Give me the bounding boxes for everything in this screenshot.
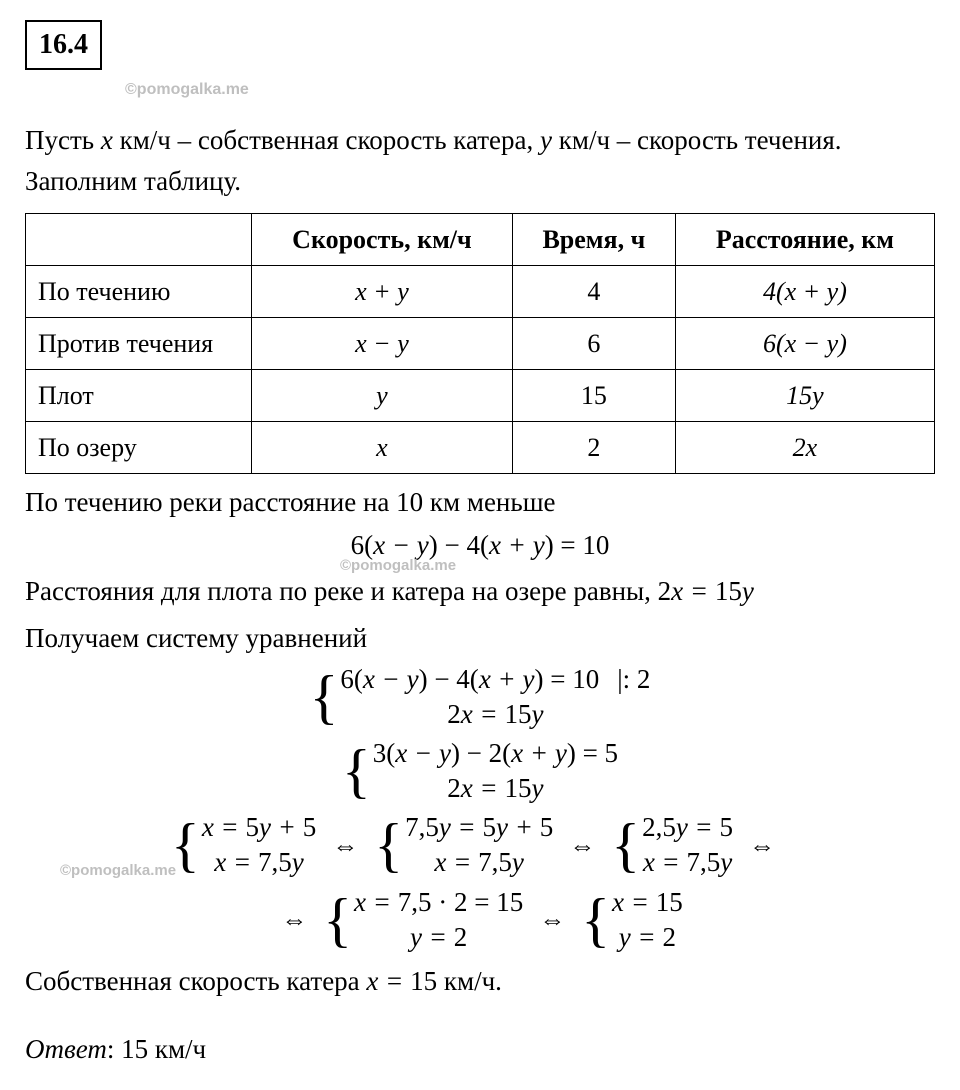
c1g3-l2: x = 7,5y xyxy=(643,845,732,880)
brace-content: 2,5y = 5 x = 7,5y xyxy=(642,810,733,880)
left-brace-icon: { xyxy=(611,821,640,869)
cell-speed: x − y xyxy=(252,318,513,370)
divide-annotation: |: 2 xyxy=(617,664,650,694)
table-header-row: Скорость, км/ч Время, ч Расстояние, км xyxy=(26,214,935,266)
iff-arrow-icon: ⇔ xyxy=(539,900,565,939)
conclusion-eq: x = 15 xyxy=(366,966,437,996)
brace-content: 6(x − y) − 4(x + y) = 10|: 2 2x = 15y xyxy=(340,662,650,732)
c1g2-l2: x = 7,5y xyxy=(434,845,523,880)
intro-paragraph: Пусть x км/ч – собственная скорость кате… xyxy=(25,120,935,201)
conclusion: Собственная скорость катера x = 15 км/ч. xyxy=(25,961,935,1002)
cell-distance: 4(x + y) xyxy=(675,266,934,318)
cell-time: 15 xyxy=(512,370,675,422)
c1g1-l2: x = 7,5y xyxy=(214,845,303,880)
cell-distance: 2x xyxy=(675,422,934,474)
c2g1-l1: x = 7,5 · 2 = 15 xyxy=(354,885,523,920)
row-label: По течению xyxy=(26,266,252,318)
cell-time: 2 xyxy=(512,422,675,474)
cell-speed: y xyxy=(252,370,513,422)
cell-speed: x + y xyxy=(252,266,513,318)
th-time: Время, ч xyxy=(512,214,675,266)
brace-content: 3(x − y) − 2(x + y) = 5 2x = 15y xyxy=(373,736,618,806)
sys2-line2: 2x = 15y xyxy=(447,771,543,806)
conclusion-text-1: Собственная скорость катера xyxy=(25,966,366,996)
watermark-mid: ©pomogalka.me xyxy=(340,555,456,578)
brace-content: x = 15 y = 2 xyxy=(612,885,683,955)
th-blank xyxy=(26,214,252,266)
cell-time: 6 xyxy=(512,318,675,370)
answer-label: Ответ xyxy=(25,1034,107,1064)
left-brace-icon: { xyxy=(342,747,371,795)
c2g1-l2: y = 2 xyxy=(410,920,467,955)
chain2-g2: { x = 15 y = 2 xyxy=(581,885,683,955)
chain-2: ⇔ { x = 7,5 · 2 = 15 y = 2 ⇔ { x = 15 y … xyxy=(25,885,935,955)
text2-eq: 2x = 15y xyxy=(658,576,754,606)
chain1-g3: { 2,5y = 5 x = 7,5y xyxy=(611,810,733,880)
data-table: Скорость, км/ч Время, ч Расстояние, км П… xyxy=(25,213,935,474)
conclusion-text-2: км/ч. xyxy=(437,966,502,996)
th-distance: Расстояние, км xyxy=(675,214,934,266)
text-before-eq1: По течению реки расстояние на 10 км мень… xyxy=(25,482,935,523)
c2g2-l1: x = 15 xyxy=(612,885,683,920)
answer-value: : 15 км/ч xyxy=(107,1034,206,1064)
c1g3-l1: 2,5y = 5 xyxy=(642,810,733,845)
text-system-intro: Получаем систему уравнений xyxy=(25,618,935,659)
table-row: Плот y 15 15y xyxy=(26,370,935,422)
watermark-top: ©pomogalka.me xyxy=(125,78,935,102)
iff-arrow-icon: ⇔ xyxy=(332,826,358,865)
left-brace-icon: { xyxy=(323,896,352,944)
intro-text-2: км/ч – собственная скорость катера, xyxy=(113,125,540,155)
equation-1: 6(x − y) − 4(x + y) = 10 ©pomogalka.me xyxy=(25,525,935,566)
sys1-line1: 6(x − y) − 4(x + y) = 10|: 2 xyxy=(340,662,650,697)
chain-1: { x = 5y + 5 x = 7,5y ⇔ { 7,5y = 5y + 5 … xyxy=(25,810,935,880)
cell-distance: 15y xyxy=(675,370,934,422)
iff-arrow-icon: ⇔ xyxy=(569,826,595,865)
brace-content: 7,5y = 5y + 5 x = 7,5y xyxy=(405,810,553,880)
table-row: По озеру x 2 2x xyxy=(26,422,935,474)
intro-var-x: x xyxy=(101,125,113,155)
table-row: По течению x + y 4 4(x + y) xyxy=(26,266,935,318)
iff-arrow-icon: ⇔ xyxy=(281,900,307,939)
cell-speed: x xyxy=(252,422,513,474)
intro-text-1: Пусть xyxy=(25,125,101,155)
iff-arrow-icon: ⇔ xyxy=(749,826,775,865)
left-brace-icon: { xyxy=(581,896,610,944)
answer-block: Ответ: 15 км/ч xyxy=(25,1029,935,1070)
text-equal-distances: Расстояния для плота по реке и катера на… xyxy=(25,571,935,612)
row-label: По озеру xyxy=(26,422,252,474)
brace-group-1: { 6(x − y) − 4(x + y) = 10|: 2 2x = 15y xyxy=(310,662,651,732)
row-label: Плот xyxy=(26,370,252,422)
cell-time: 4 xyxy=(512,266,675,318)
table-row: Против течения x − y 6 6(x − y) xyxy=(26,318,935,370)
system-2: { 3(x − y) − 2(x + y) = 5 2x = 15y xyxy=(25,736,935,806)
c2g2-l2: y = 2 xyxy=(619,920,676,955)
brace-group-2: { 3(x − y) − 2(x + y) = 5 2x = 15y xyxy=(342,736,618,806)
system-1: { 6(x − y) − 4(x + y) = 10|: 2 2x = 15y xyxy=(25,662,935,732)
problem-number: 16.4 xyxy=(25,20,102,70)
text2-p1: Расстояния для плота по реке и катера на… xyxy=(25,576,658,606)
c1g1-l1: x = 5y + 5 xyxy=(202,810,316,845)
intro-var-y: y xyxy=(540,125,552,155)
chain1-g1: { x = 5y + 5 x = 7,5y xyxy=(171,810,316,880)
left-brace-icon: { xyxy=(374,821,403,869)
c1g2-l1: 7,5y = 5y + 5 xyxy=(405,810,553,845)
cell-distance: 6(x − y) xyxy=(675,318,934,370)
brace-content: x = 5y + 5 x = 7,5y xyxy=(202,810,316,880)
sys1-line2: 2x = 15y xyxy=(447,697,543,732)
chain1-g2: { 7,5y = 5y + 5 x = 7,5y xyxy=(374,810,553,880)
watermark-low: ©pomogalka.me xyxy=(60,860,176,883)
chain2-g1: { x = 7,5 · 2 = 15 y = 2 xyxy=(323,885,523,955)
brace-content: x = 7,5 · 2 = 15 y = 2 xyxy=(354,885,523,955)
th-speed: Скорость, км/ч xyxy=(252,214,513,266)
sys2-line1: 3(x − y) − 2(x + y) = 5 xyxy=(373,736,618,771)
left-brace-icon: { xyxy=(310,673,339,721)
row-label: Против течения xyxy=(26,318,252,370)
